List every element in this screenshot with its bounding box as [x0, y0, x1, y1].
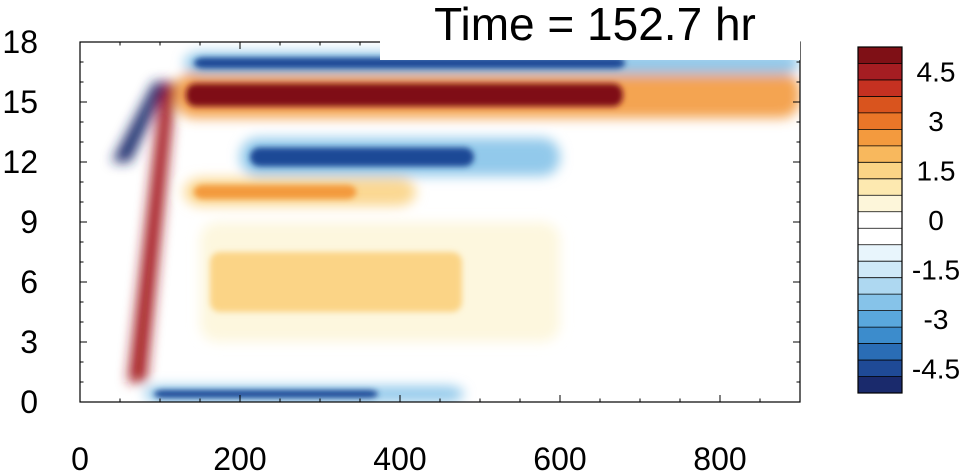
colorbar-segment: [858, 277, 902, 295]
x-tick-label: 200: [213, 441, 266, 473]
field-feature-core: [154, 390, 378, 398]
field-feature-core: [186, 83, 623, 107]
colorbar-segment: [858, 63, 902, 81]
y-tick-label: 12: [2, 144, 38, 180]
field-feature-core: [210, 252, 462, 312]
colorbar-segment: [858, 211, 902, 229]
y-axis-tick-labels: 0 3 6 9 12 15 18: [2, 24, 38, 420]
y-tick-label: 3: [20, 324, 38, 360]
title-backdrop: [380, 0, 800, 60]
colorbar-tick-label: 3: [928, 106, 944, 137]
x-tick-label: 400: [373, 441, 426, 473]
colorbar-segment: [858, 261, 902, 279]
y-tick-label: 18: [2, 24, 38, 60]
y-tick-label: 6: [20, 264, 38, 300]
colorbar-segment: [858, 195, 902, 213]
colorbar-segment: [858, 244, 902, 262]
colorbar-segment: [858, 162, 902, 180]
colorbar-segment: [858, 343, 902, 361]
colorbar-segment: [858, 294, 902, 312]
x-tick-label: 800: [693, 441, 746, 473]
field-feature-core: [250, 147, 474, 167]
colorbar-tick-label: 4.5: [917, 57, 956, 88]
colorbar-tick-label: 0: [928, 205, 944, 236]
colorbar-tick-label: -1.5: [912, 254, 960, 285]
x-tick-label: 600: [533, 441, 586, 473]
y-tick-label: 9: [20, 204, 38, 240]
colorbar-segment: [858, 145, 902, 163]
colorbar-segment: [858, 112, 902, 130]
colorbar-segment: [858, 96, 902, 114]
field-feature: [112, 82, 168, 162]
chart-title: Time = 152.7 hr: [434, 0, 756, 50]
colorbar-tick-label: -4.5: [912, 353, 960, 384]
colorbar-tick-labels: 4.5 3 1.5 0 -1.5 -3 -4.5: [912, 57, 960, 385]
field-feature: [128, 82, 176, 382]
field-feature-core: [194, 57, 626, 69]
colorbar-tick-label: 1.5: [917, 156, 956, 187]
x-tick-label: 0: [71, 441, 89, 473]
field-core-group: [154, 57, 626, 398]
colorbar-segment: [858, 47, 902, 64]
colorbar-frame: [857, 46, 903, 394]
field-feature-core: [194, 185, 357, 199]
colorbar-segment: [858, 376, 902, 394]
x-axis-tick-labels: 0 200 400 600 800: [71, 441, 747, 473]
colorbar-segment: [858, 129, 902, 147]
colorbar: [857, 46, 903, 394]
colorbar-segment: [858, 327, 902, 345]
colorbar-segment: [858, 310, 902, 328]
y-tick-label: 15: [2, 84, 38, 120]
y-tick-label: 0: [20, 384, 38, 420]
field-layer: [112, 52, 800, 402]
colorbar-segment: [858, 360, 902, 378]
colorbar-tick-label: -3: [924, 304, 949, 335]
colorbar-segment: [858, 178, 902, 196]
colorbar-segment: [858, 79, 902, 97]
colorbar-segment: [858, 228, 902, 246]
